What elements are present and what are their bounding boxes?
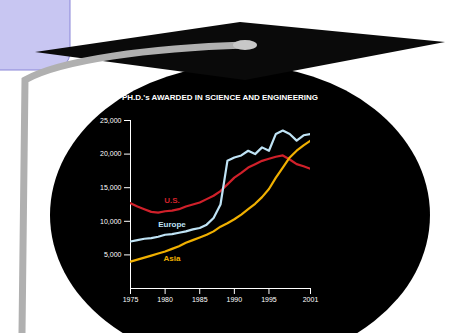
svg-text:15,000: 15,000 [100,184,122,191]
svg-text:Asia: Asia [164,254,181,263]
svg-text:2001: 2001 [303,296,319,303]
svg-text:1985: 1985 [192,296,208,303]
svg-text:U.S.: U.S. [164,196,180,205]
svg-text:1990: 1990 [227,296,243,303]
svg-text:1980: 1980 [157,296,173,303]
svg-text:1975: 1975 [123,296,139,303]
html-text:PH.D.'s AWARDED IN SCIENCE AND: PH.D.'s AWARDED IN SCIENCE AND ENGINEERI… [122,93,318,102]
svg-text:5,000: 5,000 [104,251,122,258]
svg-text:20,000: 20,000 [100,150,122,157]
svg-text:1995: 1995 [261,296,277,303]
svg-text:10,000: 10,000 [100,218,122,225]
svg-text:Europe: Europe [158,220,186,229]
svg-text:25,000: 25,000 [100,117,122,124]
